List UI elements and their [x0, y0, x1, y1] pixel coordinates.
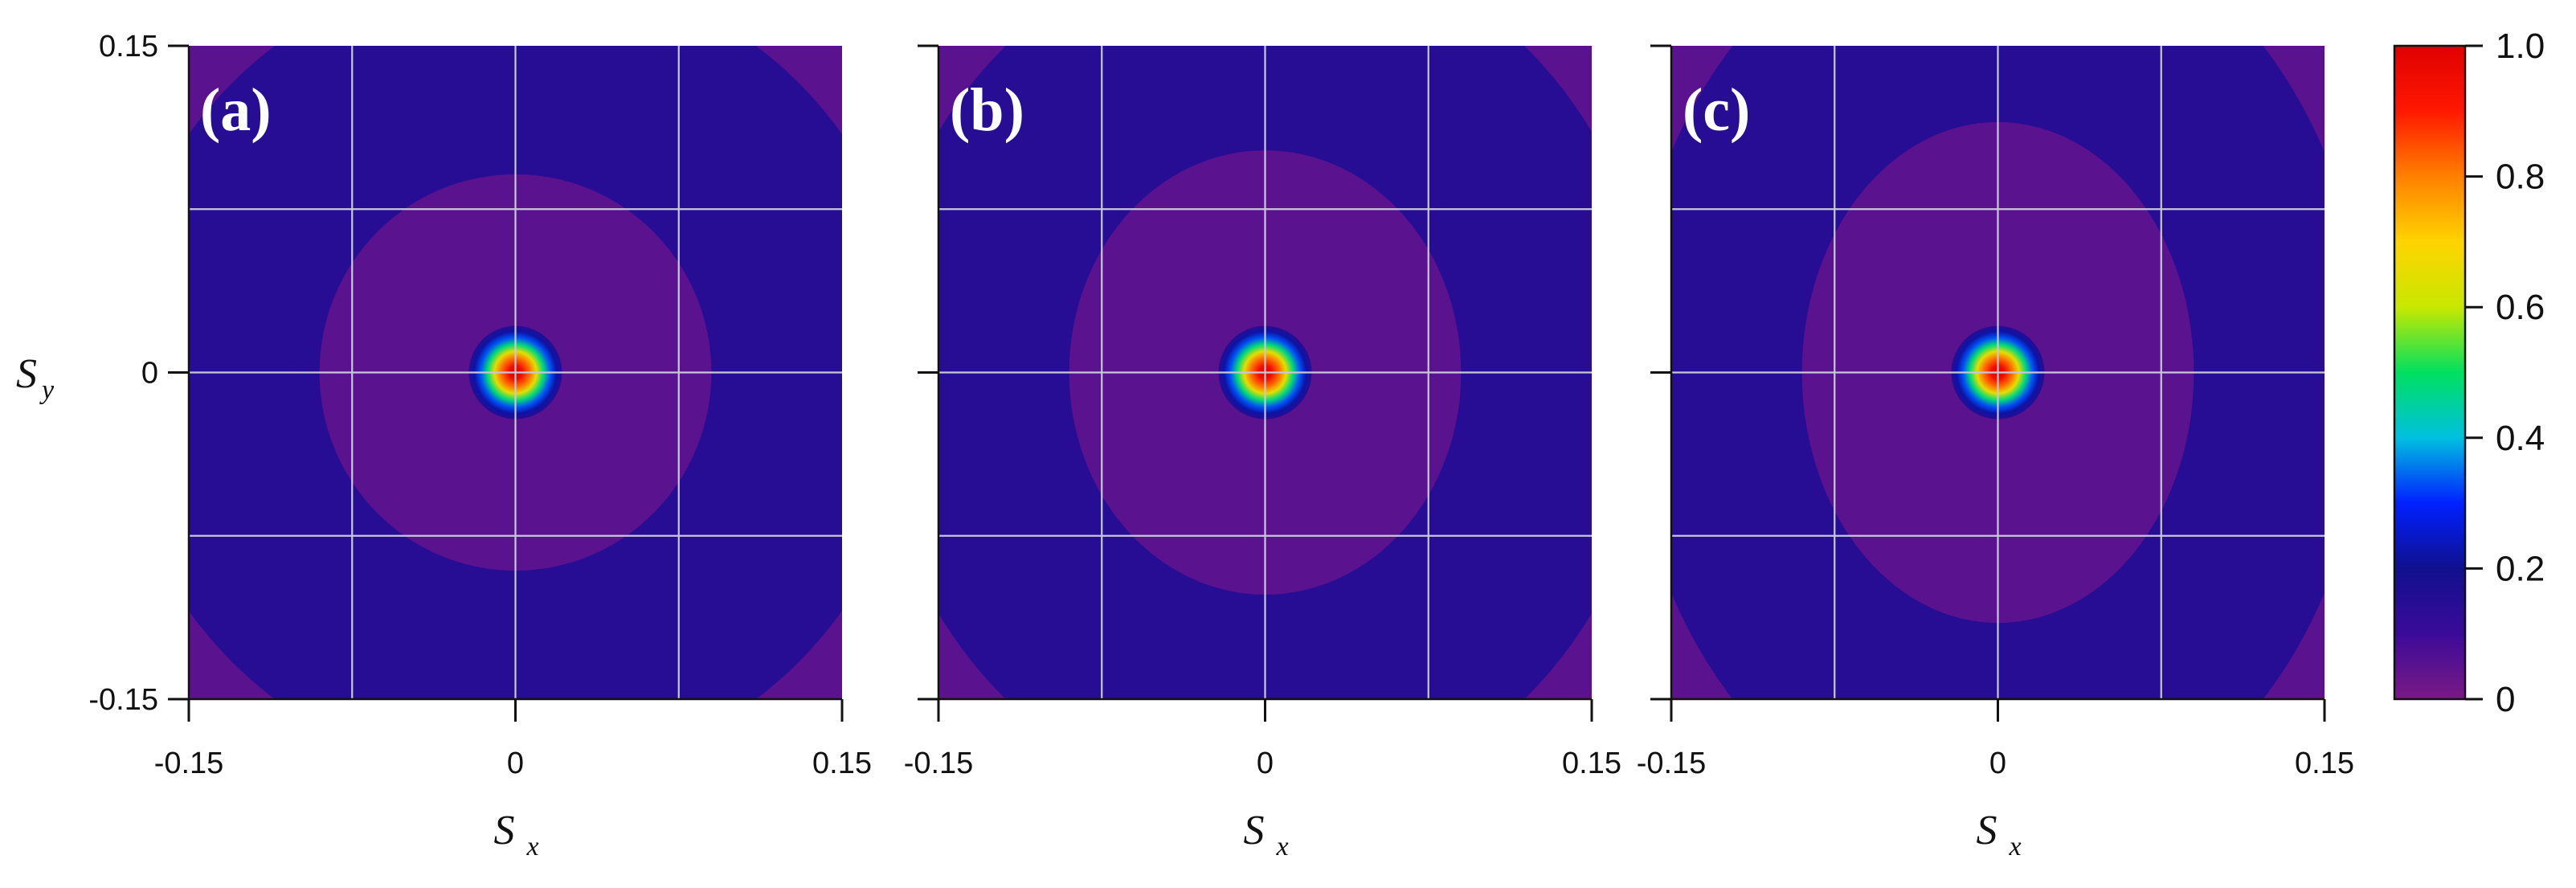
colorbar-tick-label: 0: [2496, 680, 2515, 719]
grid-lines: [938, 46, 1592, 699]
x-axis-label: S: [1977, 808, 1997, 853]
plot-area: [938, 46, 1592, 699]
x-axis-label-subscript: x: [526, 832, 539, 861]
x-tick-label: 0: [1989, 747, 2006, 780]
y-tick-label: -0.15: [88, 683, 158, 717]
colorbar-tick-label: 0.6: [2496, 288, 2545, 327]
x-tick-label: 0.15: [812, 747, 872, 780]
grid-lines: [189, 46, 842, 699]
panel-label: (a): [200, 76, 272, 144]
y-axis: [918, 44, 940, 701]
colorbar-tick-label: 0.4: [2496, 419, 2545, 458]
colorbar: 1.0 0.8 0.6 0.4 0.2 0: [2393, 27, 2545, 719]
y-axis: 0.15 0 -0.15 S y: [16, 30, 190, 717]
x-tick-label: -0.15: [1637, 747, 1707, 780]
colorbar-gradient: [2393, 44, 2467, 701]
y-axis-label-subscript: y: [39, 375, 55, 405]
heatmap-panel-a: (a) -0.15 0 0.15 S x 0.15 0 -0.15 S y: [16, 30, 872, 861]
grid-lines: [1671, 46, 2325, 699]
colorbar-tick-label: 0.2: [2496, 549, 2545, 588]
x-axis-label-subscript: x: [1276, 832, 1289, 861]
heatmap-panel-b: (b) -0.15 0 0.15 S x: [904, 44, 1621, 861]
heatmap-panels: (a)-0.15 0 0.15S x0.150-0.15S y(b)-0.15 0 0.15…: [16, 30, 2354, 861]
x-axis: -0.15 0 0.15 S x: [154, 698, 872, 861]
panel-label: (c): [1683, 76, 1750, 144]
y-axis-label: S: [16, 351, 37, 397]
x-tick-label: 0: [507, 747, 524, 780]
x-axis-label: S: [494, 808, 515, 853]
x-tick-label: 0.15: [2295, 747, 2354, 780]
colorbar-tick-label: 1.0: [2496, 27, 2545, 66]
y-tick-label: 0.15: [99, 30, 158, 63]
y-tick-label: 0: [141, 357, 158, 391]
x-axis-label: S: [1244, 808, 1265, 853]
heatmap-panel-c: (c) -0.15 0 0.15 S x: [1637, 44, 2354, 861]
x-tick-label: 0.15: [1562, 747, 1621, 780]
x-axis-label-subscript: x: [2009, 832, 2022, 861]
x-axis: -0.15 0 0.15 S x: [904, 698, 1621, 861]
x-axis: -0.15 0 0.15 S x: [1637, 698, 2354, 861]
plot-area: [189, 46, 842, 699]
colorbar-tick-label: 0.8: [2496, 158, 2545, 197]
x-tick-label: -0.15: [154, 747, 224, 780]
panel-label: (b): [950, 76, 1024, 144]
plot-area: [1671, 46, 2325, 699]
x-tick-label: 0: [1257, 747, 1274, 780]
y-axis: [1650, 44, 1673, 701]
x-tick-label: -0.15: [904, 747, 974, 780]
